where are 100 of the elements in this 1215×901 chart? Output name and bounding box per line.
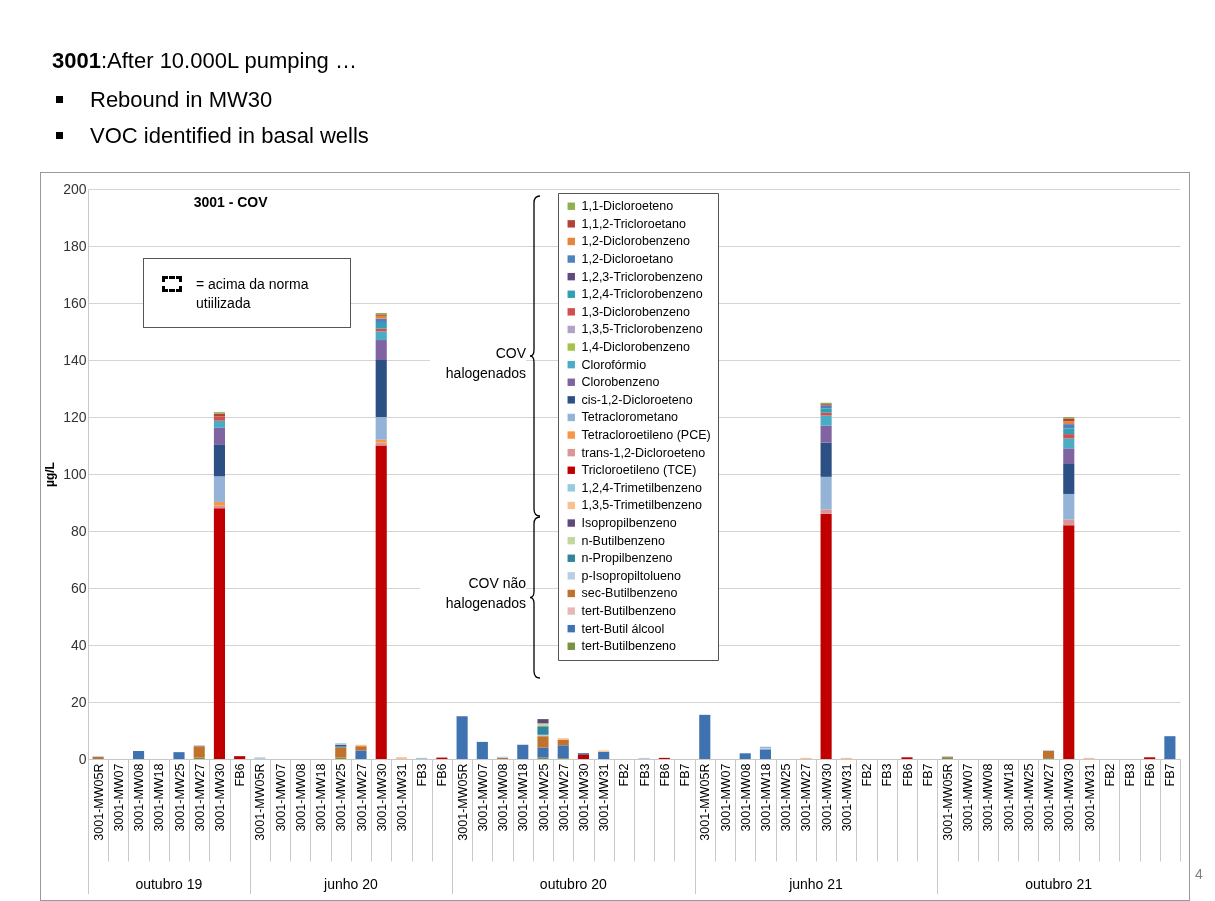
- legend-label: 1,3-Diclorobenzeno: [581, 304, 690, 319]
- legend-label: Tetraclorometano: [581, 410, 679, 425]
- x-tick-label: 3001-MW05R: [253, 763, 268, 841]
- x-tick-label: 3001-MW18: [152, 763, 167, 832]
- x-tick-label: FB7: [1163, 763, 1178, 787]
- legend-label: tert-Butilbenzeno: [581, 604, 677, 619]
- legend-label: trans-1,2-Dicloroeteno: [581, 445, 706, 460]
- note-box: = acima da norma utiilizada: [143, 258, 351, 328]
- x-tick-label: 3001-MW31: [597, 763, 612, 832]
- legend-label: tert-Butil álcool: [581, 621, 665, 636]
- legend-label: tert-Butilbenzeno: [581, 639, 677, 654]
- x-tick-label: 3001-MW25: [1021, 763, 1036, 832]
- x-tick-label: 3001-MW07: [273, 763, 288, 832]
- x-tick-label: 3001-MW08: [738, 763, 753, 832]
- x-tick-label: 3001-MW31: [394, 763, 409, 832]
- x-tick-label: 3001-MW08: [981, 763, 996, 832]
- x-tick-label: FB2: [1102, 763, 1117, 787]
- x-tick-label: 3001-MW07: [961, 763, 976, 832]
- y-tick-label: 20: [70, 693, 87, 710]
- x-tick-label: 3001-MW27: [354, 763, 369, 832]
- x-tick-label: 3001-MW07: [718, 763, 733, 832]
- x-tick-label: 3001-MW27: [1042, 763, 1057, 832]
- x-tick-label: 3001-MW05R: [940, 763, 955, 841]
- x-tick-label: 3001-MW27: [799, 763, 814, 832]
- x-tick-label: 3001-MW30: [212, 763, 227, 832]
- chart-subtitle: 3001:After 10.000L pumping …: [52, 48, 357, 74]
- y-tick-label: 200: [63, 180, 87, 197]
- legend-label: sec-Butilbenzeno: [581, 586, 678, 601]
- x-tick-label: 3001-MW18: [758, 763, 773, 832]
- x-tick-label: 3001-MW05R: [91, 763, 106, 841]
- x-tick-label: 3001-MW27: [192, 763, 207, 832]
- x-tick-label: 3001-MW30: [576, 763, 591, 832]
- x-tick-label: FB3: [880, 763, 895, 787]
- legend-label: 1,2-Diclorobenzeno: [581, 234, 690, 249]
- text: junho 21: [788, 876, 844, 892]
- text: outubro 20: [538, 876, 608, 892]
- x-tick-label: 3001-MW25: [779, 763, 794, 832]
- legend-label: n-Propilbenzeno: [581, 551, 673, 566]
- text: outubro 19: [134, 876, 204, 892]
- annotation: = acima da norma utiilizada: [196, 275, 310, 313]
- x-tick-label: 3001-MW30: [819, 763, 834, 832]
- legend-label: cis-1,2-Dicloroeteno: [581, 392, 693, 407]
- legend-label: 1,3,5-Triclorobenzeno: [581, 322, 703, 337]
- legend-label: 1,2-Dicloroetano: [581, 252, 674, 267]
- y-tick-label: 40: [70, 636, 87, 653]
- text: junho 20: [322, 876, 379, 892]
- x-tick-label: 3001-MW18: [516, 763, 531, 832]
- legend-label: 1,2,3-Triclorobenzeno: [581, 269, 703, 284]
- x-tick-label: FB3: [415, 763, 430, 787]
- text: Rebound in MW30: [90, 87, 273, 113]
- y-tick-label: 160: [63, 294, 87, 311]
- annotation: COV não halogenados: [420, 573, 526, 613]
- y-tick-label: 0: [78, 750, 87, 767]
- x-tick-label: 3001-MW30: [374, 763, 389, 832]
- legend-label: Clorobenzeno: [581, 375, 660, 390]
- text: VOC identified in basal wells: [90, 123, 369, 149]
- text: 4: [1193, 866, 1205, 882]
- legend-label: n-Butilbenzeno: [581, 533, 665, 548]
- x-tick-label: FB2: [617, 763, 632, 787]
- x-tick-label: FB6: [233, 763, 248, 787]
- legend-label: 1,4-Diclorobenzeno: [581, 340, 690, 355]
- y-tick-label: 180: [63, 237, 87, 254]
- text: outubro 21: [1024, 876, 1094, 892]
- y-tick-label: 80: [70, 522, 87, 539]
- legend-label: 1,2,4-Triclorobenzeno: [581, 287, 703, 302]
- x-tick-label: FB6: [435, 763, 450, 787]
- x-tick-label: FB6: [1143, 763, 1158, 787]
- y-tick-label: 120: [63, 408, 87, 425]
- y-tick-label: 60: [70, 579, 87, 596]
- x-tick-label: 3001-MW27: [556, 763, 571, 832]
- legend-label: Clorofórmio: [581, 357, 647, 372]
- x-tick-label: 3001-MW25: [172, 763, 187, 832]
- legend-label: 1,3,5-Trimetilbenzeno: [581, 498, 702, 513]
- x-tick-label: 3001-MW31: [839, 763, 854, 832]
- x-tick-label: 3001-MW08: [132, 763, 147, 832]
- legend-label: Tetracloroetileno (PCE): [581, 428, 711, 443]
- x-tick-label: 3001-MW30: [1062, 763, 1077, 832]
- x-tick-label: FB2: [860, 763, 875, 787]
- x-tick-label: 3001-MW07: [475, 763, 490, 832]
- x-tick-label: 3001-MW07: [111, 763, 126, 832]
- chart-title: 3001 - COV: [193, 194, 269, 210]
- x-tick-label: FB7: [920, 763, 935, 787]
- x-tick-label: FB7: [678, 763, 693, 787]
- x-tick-label: 3001-MW18: [1001, 763, 1016, 832]
- y-tick-label: 140: [63, 351, 87, 368]
- x-tick-label: 3001-MW05R: [455, 763, 470, 841]
- legend-label: Isopropilbenzeno: [581, 516, 677, 531]
- legend-label: 1,1-Dicloroeteno: [581, 199, 674, 214]
- x-tick-label: 3001-MW31: [1082, 763, 1097, 832]
- x-tick-label: FB6: [657, 763, 672, 787]
- x-tick-label: 3001-MW08: [496, 763, 511, 832]
- x-tick-label: FB3: [637, 763, 652, 787]
- y-axis-title: µg/L: [43, 462, 58, 487]
- legend-label: p-Isopropiltolueno: [581, 568, 681, 583]
- x-tick-label: FB3: [1122, 763, 1137, 787]
- legend-label: 1,2,4-Trimetilbenzeno: [581, 480, 702, 495]
- x-tick-label: 3001-MW25: [334, 763, 349, 832]
- legend-label: 1,1,2-Tricloroetano: [581, 216, 686, 231]
- x-tick-label: 3001-MW25: [536, 763, 551, 832]
- x-tick-label: 3001-MW08: [293, 763, 308, 832]
